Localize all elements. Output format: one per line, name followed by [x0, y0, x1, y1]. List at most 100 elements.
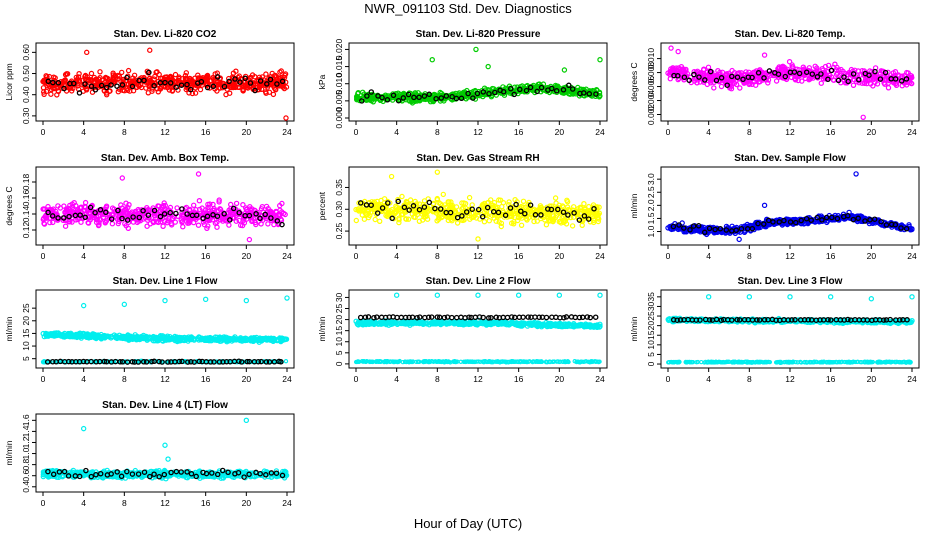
x-tick-label: 20 — [555, 127, 565, 137]
data-point — [808, 70, 815, 76]
reference-point — [691, 71, 697, 78]
data-point — [439, 214, 445, 221]
reference-point — [145, 212, 152, 218]
data-point — [556, 218, 563, 225]
data-point — [152, 216, 158, 222]
data-point — [496, 197, 502, 203]
reference-point — [247, 80, 254, 86]
data-point — [167, 73, 174, 80]
reference-point — [61, 215, 67, 221]
panel-title: Stan. Dev. Gas Stream RH — [416, 153, 539, 164]
x-tick-label: 4 — [394, 127, 399, 137]
data-point — [691, 68, 697, 75]
data-point — [244, 206, 250, 213]
data-point — [434, 196, 440, 203]
reference-point — [761, 75, 767, 81]
reference-point — [534, 88, 540, 95]
data-point — [87, 211, 93, 217]
data-point — [120, 87, 126, 94]
data-point — [125, 67, 132, 74]
reference-point — [585, 216, 592, 222]
y-tick-label: 0.005 — [334, 90, 344, 112]
reference-point — [82, 214, 88, 221]
data-point — [183, 70, 189, 76]
data-point — [670, 66, 676, 72]
panel-4: Stan. Dev. Amb. Box Temp.0 4 8 12 16 20 240.12… — [4, 153, 295, 261]
reference-point — [55, 215, 61, 221]
reference-point — [523, 87, 530, 94]
reference-point — [141, 77, 147, 84]
data-point — [535, 81, 541, 88]
reference-point — [416, 94, 422, 101]
data-point — [399, 193, 405, 200]
x-tick-label: 4 — [81, 127, 86, 137]
reference-point — [187, 86, 194, 93]
outlier-point — [668, 45, 674, 51]
data-point — [168, 222, 175, 228]
reference-point — [508, 85, 514, 92]
data-point — [365, 214, 372, 221]
reference-point — [522, 210, 528, 217]
reference-point — [167, 80, 174, 86]
data-point — [401, 202, 407, 208]
data-point — [409, 211, 415, 217]
data-point — [86, 78, 92, 84]
reference-point — [45, 78, 52, 85]
data-point — [466, 194, 473, 201]
reference-point — [586, 91, 593, 97]
data-point — [283, 359, 289, 364]
reference-point — [469, 206, 475, 212]
reference-point — [740, 76, 746, 83]
reference-point — [87, 204, 94, 211]
data-point — [210, 75, 216, 81]
data-point — [116, 218, 122, 225]
data-point — [78, 204, 84, 210]
data-point — [368, 97, 375, 104]
data-point — [282, 71, 289, 77]
reference-point — [437, 206, 444, 212]
data-point — [427, 206, 433, 213]
x-tick-label: 24 — [282, 251, 292, 261]
data-point — [162, 74, 168, 80]
reference-point — [274, 218, 281, 224]
data-point — [277, 202, 283, 209]
reference-point — [200, 215, 206, 222]
data-point — [184, 76, 191, 83]
reference-point — [214, 213, 221, 219]
data-point — [271, 221, 277, 228]
data-point — [45, 203, 51, 210]
reference-point — [405, 91, 412, 98]
data-point — [190, 219, 197, 226]
panel-title: Stan. Dev. Sample Flow — [734, 153, 846, 164]
data-point — [520, 198, 527, 204]
data-point — [462, 200, 469, 207]
data-point — [64, 207, 70, 213]
x-tick-label: 12 — [160, 251, 170, 261]
outlier-point — [485, 63, 491, 70]
reference-point — [108, 216, 115, 222]
data-point — [259, 86, 265, 93]
data-point — [482, 212, 489, 219]
data-point — [718, 83, 725, 90]
data-point — [207, 201, 213, 207]
y-tick-label: 0.002 — [646, 104, 656, 126]
panel-title: Stan. Dev. Line 1 Flow — [113, 276, 218, 287]
x-tick-label: 12 — [160, 374, 170, 384]
data-point — [103, 203, 110, 209]
data-point — [819, 65, 826, 72]
data-point — [437, 201, 444, 207]
x-tick-label: 12 — [160, 127, 170, 137]
data-point — [590, 87, 596, 94]
reference-point — [88, 358, 94, 365]
reference-point — [274, 81, 280, 87]
reference-point — [204, 84, 211, 91]
data-point — [195, 72, 201, 78]
y-tick-label: 25 — [334, 304, 344, 314]
outlier-point — [80, 302, 87, 309]
outlier-point — [84, 49, 90, 56]
reference-point — [246, 212, 253, 219]
x-tick-label: 20 — [867, 127, 877, 137]
data-point — [746, 69, 752, 76]
reference-point — [702, 77, 708, 83]
reference-point — [443, 93, 450, 99]
